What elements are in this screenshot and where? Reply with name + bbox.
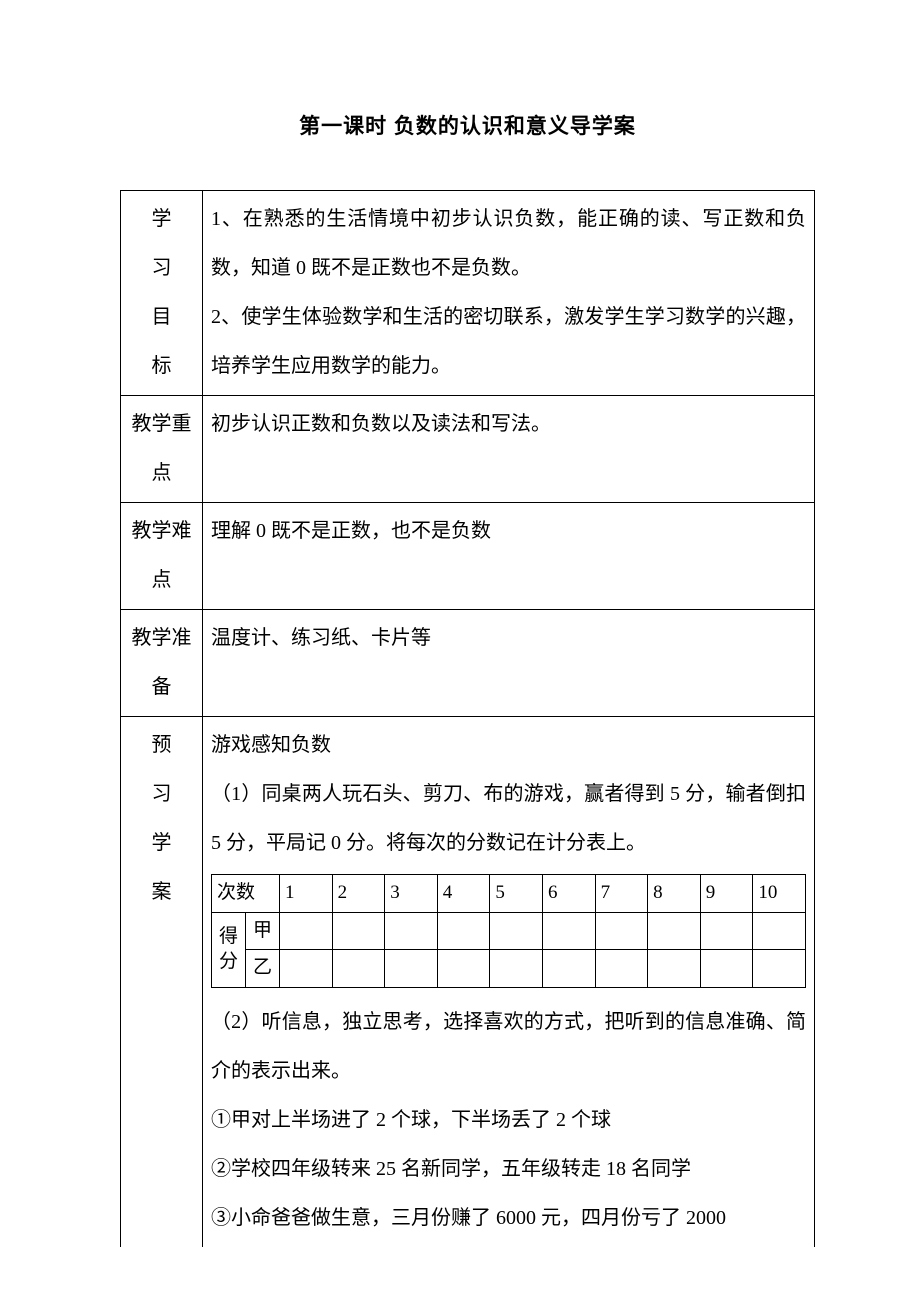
score-cell	[385, 950, 438, 988]
score-cell	[490, 912, 543, 950]
row-content-preview: 游戏感知负数 （1）同桌两人玩石头、剪刀、布的游戏，赢者得到 5 分，输者倒扣 …	[203, 717, 815, 1248]
score-cell	[700, 912, 753, 950]
score-cell	[332, 950, 385, 988]
score-col: 2	[332, 875, 385, 913]
body-text: 理解 0 既不是正数，也不是负数	[211, 507, 806, 556]
body-text: （1）同桌两人玩石头、剪刀、布的游戏，赢者得到 5 分，输者倒扣 5 分，平局记…	[211, 770, 806, 868]
score-cell	[595, 950, 648, 988]
score-row-a: 得分 甲	[212, 912, 806, 950]
score-cell	[332, 912, 385, 950]
table-row: 预 习 学 案 游戏感知负数 （1）同桌两人玩石头、剪刀、布的游戏，赢者得到 5…	[121, 717, 815, 1248]
row-label-difficulty: 教学难 点	[121, 503, 203, 610]
score-cell	[542, 912, 595, 950]
row-content-objectives: 1、在熟悉的生活情境中初步认识负数，能正确的读、写正数和负数，知道 0 既不是正…	[203, 191, 815, 396]
body-text: ①甲对上半场进了 2 个球，下半场丢了 2 个球	[211, 1096, 806, 1145]
row-label-prep: 教学准 备	[121, 610, 203, 717]
score-col: 1	[280, 875, 333, 913]
row-content-keypoint: 初步认识正数和负数以及读法和写法。	[203, 396, 815, 503]
body-text: 温度计、练习纸、卡片等	[211, 614, 806, 663]
row-content-prep: 温度计、练习纸、卡片等	[203, 610, 815, 717]
score-table: 次数 1 2 3 4 5 6 7 8 9 10	[211, 874, 806, 988]
score-cell	[700, 950, 753, 988]
score-cell	[437, 912, 490, 950]
score-cell	[648, 912, 701, 950]
score-cell	[542, 950, 595, 988]
score-row-b: 乙	[212, 950, 806, 988]
score-col: 8	[648, 875, 701, 913]
row-content-difficulty: 理解 0 既不是正数，也不是负数	[203, 503, 815, 610]
lesson-plan-table: 学 习 目 标 1、在熟悉的生活情境中初步认识负数，能正确的读、写正数和负数，知…	[120, 190, 815, 1247]
row-label-preview: 预 习 学 案	[121, 717, 203, 1248]
score-row-label: 甲	[246, 912, 280, 950]
row-label-objectives: 学 习 目 标	[121, 191, 203, 396]
document-page: 第一课时 负数的认识和意义导学案 学 习 目 标 1、在熟悉的生活情境中初步认识…	[0, 0, 920, 1287]
score-rowgroup: 得分	[212, 912, 246, 987]
score-header-first: 次数	[212, 875, 280, 913]
score-col: 9	[700, 875, 753, 913]
table-row: 教学重 点 初步认识正数和负数以及读法和写法。	[121, 396, 815, 503]
body-text: ②学校四年级转来 25 名新同学，五年级转走 18 名同学	[211, 1145, 806, 1194]
score-cell	[648, 950, 701, 988]
table-row: 学 习 目 标 1、在熟悉的生活情境中初步认识负数，能正确的读、写正数和负数，知…	[121, 191, 815, 396]
row-label-keypoint: 教学重 点	[121, 396, 203, 503]
score-cell	[280, 950, 333, 988]
body-text: （2）听信息，独立思考，选择喜欢的方式，把听到的信息准确、简介的表示出来。	[211, 998, 806, 1096]
score-col: 5	[490, 875, 543, 913]
page-title: 第一课时 负数的认识和意义导学案	[120, 110, 815, 140]
score-col: 6	[542, 875, 595, 913]
score-header-row: 次数 1 2 3 4 5 6 7 8 9 10	[212, 875, 806, 913]
table-row: 教学难 点 理解 0 既不是正数，也不是负数	[121, 503, 815, 610]
body-text: 游戏感知负数	[211, 721, 806, 770]
score-col: 10	[753, 875, 806, 913]
score-cell	[280, 912, 333, 950]
body-text: ③小命爸爸做生意，三月份赚了 6000 元，四月份亏了 2000	[211, 1194, 806, 1243]
body-text: 1、在熟悉的生活情境中初步认识负数，能正确的读、写正数和负数，知道 0 既不是正…	[211, 195, 806, 293]
body-text: 初步认识正数和负数以及读法和写法。	[211, 400, 806, 449]
score-cell	[437, 950, 490, 988]
score-col: 7	[595, 875, 648, 913]
score-cell	[490, 950, 543, 988]
table-row: 教学准 备 温度计、练习纸、卡片等	[121, 610, 815, 717]
score-cell	[753, 950, 806, 988]
score-cell	[595, 912, 648, 950]
score-col: 3	[385, 875, 438, 913]
score-col: 4	[437, 875, 490, 913]
score-cell	[385, 912, 438, 950]
score-cell	[753, 912, 806, 950]
body-text: 2、使学生体验数学和生活的密切联系，激发学生学习数学的兴趣，培养学生应用数学的能…	[211, 293, 806, 391]
score-row-label: 乙	[246, 950, 280, 988]
